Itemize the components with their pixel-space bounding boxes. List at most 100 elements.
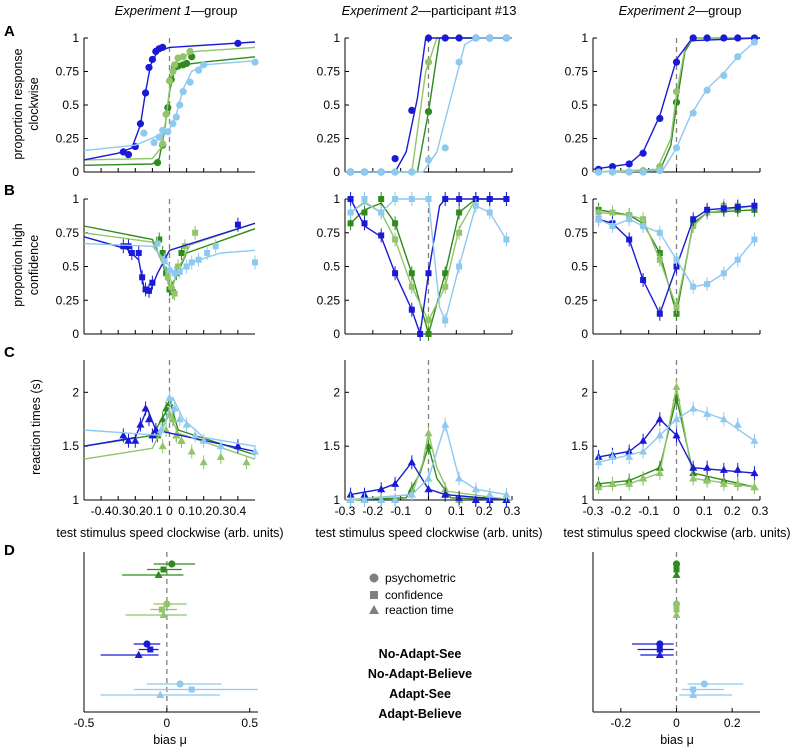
data-point-no-adapt-see	[392, 220, 399, 227]
data-point-adapt-believe	[424, 474, 433, 482]
data-point-adapt-believe	[391, 168, 399, 176]
data-point-adapt-believe	[594, 458, 603, 466]
data-point-no-adapt-believe	[442, 283, 449, 290]
x-tick-label: 0.3	[752, 504, 769, 518]
data-point-adapt-see	[441, 490, 450, 498]
y-tick-label: 0.25	[565, 293, 589, 307]
data-point-adapt-believe	[171, 270, 178, 277]
chart-a-exp2-participant: 0 0.25 0.5 0.75 1	[317, 31, 513, 179]
y-tick-label: 1	[333, 31, 340, 45]
x-tick-label: 0.2	[724, 504, 741, 518]
column-title-italic: Experiment 1	[115, 3, 192, 18]
chart-b-exp1-group: 0 0.25 0.5 0.75 1	[56, 192, 258, 341]
x-tick-label: 0.2	[476, 504, 493, 518]
data-point-adapt-believe	[626, 216, 633, 223]
data-point-no-adapt-believe	[177, 436, 186, 444]
data-point-adapt-see	[234, 221, 241, 228]
data-point-adapt-believe	[188, 259, 195, 266]
bias-estimate-square	[673, 566, 680, 573]
data-point-adapt-see	[720, 205, 727, 212]
data-point-adapt-believe	[424, 156, 433, 164]
data-point-adapt-see	[456, 196, 463, 202]
y-tick-label: 0.75	[56, 65, 80, 79]
data-point-no-adapt-believe	[656, 256, 663, 263]
data-point-adapt-believe	[425, 196, 432, 202]
data-point-no-adapt-see	[424, 441, 433, 450]
data-point-adapt-see	[656, 310, 663, 317]
data-point-adapt-believe	[408, 168, 416, 176]
y-tick-label: 0.5	[323, 260, 340, 274]
legend-triangle-icon	[369, 605, 379, 614]
x-tick-label: 0	[673, 716, 680, 730]
data-point-adapt-see	[750, 468, 759, 477]
x-tick-label: 0	[673, 504, 680, 518]
bias-estimate-circle	[143, 640, 151, 648]
data-point-adapt-see	[442, 196, 449, 202]
x-tick-label: 0.3	[212, 504, 229, 518]
x-tick-label: -0.4	[91, 504, 112, 518]
data-point-adapt-see	[136, 420, 145, 428]
data-point-adapt-believe	[183, 263, 190, 270]
data-point-adapt-see	[455, 493, 464, 501]
chart-c-exp2-participant: 1 1.5 2 -0.3 -0.2 -0.1 0 0.1 0.2 0.3	[323, 360, 521, 518]
data-point-no-adapt-believe	[216, 452, 225, 460]
data-point-adapt-see	[640, 277, 647, 283]
column-title-exp2-group: Experiment 2—group	[619, 3, 742, 18]
data-point-adapt-believe	[155, 133, 163, 141]
data-point-adapt-believe	[672, 415, 681, 423]
data-point-adapt-see	[392, 270, 399, 277]
data-point-adapt-believe	[175, 415, 184, 423]
data-point-adapt-see	[625, 160, 633, 168]
y-tick-label: 0.5	[571, 260, 588, 274]
data-point-adapt-see	[120, 243, 127, 250]
y-tick-label: 0.75	[56, 226, 80, 240]
data-point-adapt-believe	[199, 436, 208, 444]
bias-estimate-circle	[672, 560, 681, 568]
chart-c-exp2-group: 1 1.5 2 -0.3 -0.2 -0.1 0 0.1 0.2 0.3	[571, 360, 769, 518]
data-point-adapt-believe	[656, 167, 664, 175]
data-point-adapt-believe	[485, 490, 494, 498]
data-point-adapt-believe	[195, 256, 202, 263]
data-point-no-adapt-believe	[609, 209, 616, 216]
x-tick-label: -0.5	[74, 716, 95, 730]
data-point-adapt-believe	[377, 168, 385, 176]
column-title-rest: —group	[695, 3, 741, 18]
y-tick-label: 0.25	[317, 293, 341, 307]
x-tick-label: 0	[164, 716, 171, 730]
data-point-no-adapt-believe	[673, 304, 680, 310]
data-point-adapt-see	[703, 34, 711, 42]
y-tick-label: 1	[581, 31, 588, 45]
ylabel-b-line1: proportion high	[11, 223, 25, 306]
xlabel-col2: test stimulus speed clockwise (arb. unit…	[315, 526, 542, 540]
data-point-adapt-believe	[625, 452, 634, 460]
legend-markers: psychometric confidence reaction time	[369, 571, 456, 617]
y-tick-label: 0.5	[571, 98, 588, 112]
chart-b-exp2-participant: 0 0.25 0.5 0.75 1	[317, 192, 513, 341]
ylabel-b-line2: confidence	[27, 235, 41, 296]
x-tick-label: 0	[166, 504, 173, 518]
data-point-no-adapt-believe	[392, 236, 399, 243]
data-point-no-adapt-believe	[164, 274, 171, 281]
data-point-adapt-see	[424, 485, 433, 493]
data-point-no-adapt-believe	[158, 441, 167, 450]
data-point-adapt-see	[233, 441, 242, 450]
data-point-adapt-believe	[179, 88, 187, 96]
data-point-adapt-believe	[690, 283, 697, 290]
bias-estimate-square	[656, 646, 663, 653]
y-tick-label: 2	[581, 385, 588, 399]
data-point-adapt-believe	[734, 53, 742, 61]
data-point-adapt-see	[608, 163, 617, 171]
data-point-adapt-see	[347, 196, 354, 202]
data-point-no-adapt-see	[156, 236, 163, 243]
bias-estimate-square	[690, 686, 697, 693]
data-point-adapt-see	[689, 34, 697, 42]
bias-estimate-circle	[656, 640, 664, 648]
data-point-no-adapt-believe	[171, 290, 178, 297]
data-point-adapt-believe	[251, 58, 259, 66]
chart-b-exp2-group: 0 0.25 0.5 0.75 1	[565, 192, 761, 341]
data-point-no-adapt-believe	[187, 447, 196, 455]
y-tick-label: 0	[333, 327, 340, 341]
bias-estimate-triangle	[156, 690, 165, 698]
bias-estimate-triangle	[672, 610, 681, 618]
y-tick-label: 1.5	[323, 439, 340, 453]
